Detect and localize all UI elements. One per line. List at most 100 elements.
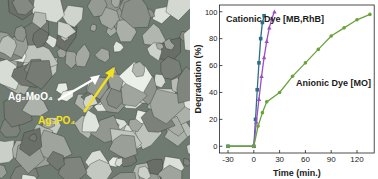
- crystal: [113, 41, 123, 52]
- crystal: [129, 119, 143, 131]
- crystal: [85, 160, 113, 179]
- crystal: [111, 0, 120, 7]
- x-tick: [228, 150, 229, 153]
- data-point: [368, 13, 372, 17]
- data-point: [265, 100, 269, 104]
- data-point: [261, 111, 265, 115]
- y-axis-title: Degradation (%): [193, 44, 203, 113]
- data-point: [255, 88, 259, 92]
- data-point: [304, 61, 308, 65]
- label-arrow: [84, 72, 112, 112]
- crystal: [32, 12, 47, 29]
- crystal: [75, 44, 90, 67]
- sem-background: [0, 0, 190, 179]
- data-point: [265, 39, 269, 43]
- label-arrow: [58, 78, 96, 100]
- y-tick: [219, 119, 222, 120]
- data-point: [342, 26, 346, 30]
- x-tick: [305, 150, 306, 153]
- x-tick: [331, 150, 332, 153]
- data-point: [254, 120, 258, 124]
- annotation: Cationic Dye [MB,RhB]: [226, 14, 324, 24]
- data-point: [259, 37, 263, 41]
- data-point: [257, 61, 261, 65]
- crystal: [109, 135, 137, 159]
- data-point: [355, 18, 359, 22]
- data-area: [226, 9, 372, 148]
- crystal: [183, 158, 190, 166]
- data-point: [262, 55, 266, 59]
- x-axis-title: Time (min.): [273, 168, 321, 178]
- crystal: [177, 67, 190, 104]
- crystal: [57, 49, 67, 58]
- crystal: [184, 26, 190, 52]
- data-point: [226, 144, 230, 148]
- x-tick-label: 30: [275, 155, 284, 164]
- crystal: [26, 61, 53, 90]
- crystal: [12, 0, 34, 15]
- crystal: [187, 143, 191, 154]
- crystal: [57, 21, 76, 38]
- crystal: [90, 24, 96, 31]
- y-tick-label: 20: [209, 115, 217, 124]
- plot-frame: [219, 5, 374, 153]
- data-point: [252, 144, 256, 148]
- crystal: [0, 35, 17, 58]
- crystal: [147, 159, 163, 174]
- phase-label: Ag₂MoO₄: [8, 91, 53, 102]
- crystal: [108, 172, 137, 179]
- data-point: [259, 74, 263, 78]
- crystal: [47, 151, 65, 170]
- crystal: [166, 0, 190, 21]
- x-tick-label: 60: [301, 155, 310, 164]
- crystal: [0, 164, 7, 179]
- data-point: [226, 144, 230, 148]
- x-tick: [357, 150, 358, 153]
- y-tick-label: 40: [209, 88, 217, 97]
- phase-label: Ag₃PO₄: [38, 115, 75, 126]
- y-tick-label: 60: [209, 61, 217, 70]
- data-point: [252, 144, 256, 148]
- crystal: [20, 128, 42, 156]
- data-point: [317, 48, 321, 52]
- crystal: [0, 139, 14, 164]
- crystal: [29, 134, 37, 142]
- data-point: [291, 75, 295, 79]
- crystal: [115, 158, 123, 167]
- data-point: [257, 97, 261, 101]
- crystal: [82, 110, 100, 132]
- crystal: [20, 174, 44, 179]
- data-point: [267, 26, 271, 30]
- crystal: [87, 0, 107, 17]
- micrograph: [0, 0, 190, 179]
- x-tick-label: 0: [252, 155, 257, 164]
- y-tick-label: 80: [209, 34, 217, 43]
- crystal: [164, 38, 175, 50]
- crystal: [95, 48, 110, 63]
- data-point: [278, 91, 282, 95]
- y-tick: [219, 146, 222, 147]
- x-tick-label: 90: [327, 155, 336, 164]
- annotation: Anionic Dye [MO]: [296, 78, 371, 88]
- y-tick-label: 0: [213, 142, 217, 151]
- data-point: [272, 9, 276, 13]
- y-tick: [219, 92, 222, 93]
- data-point: [329, 34, 333, 38]
- crystal: [32, 28, 48, 48]
- data-point: [256, 124, 260, 128]
- y-tick: [219, 38, 222, 39]
- crystal: [156, 44, 164, 50]
- crystal: [161, 57, 182, 80]
- y-tick: [219, 11, 222, 12]
- crystal: [121, 0, 151, 28]
- crystal: [119, 62, 153, 93]
- x-tick: [253, 150, 254, 153]
- crystal: [132, 62, 144, 77]
- series-line: [254, 12, 275, 147]
- y-tick: [219, 65, 222, 66]
- arrow-head: [90, 75, 100, 85]
- y-tick-label: 100: [205, 8, 218, 17]
- data-point: [252, 144, 256, 148]
- x-tick-label: 120: [350, 155, 364, 164]
- crystal: [14, 26, 26, 42]
